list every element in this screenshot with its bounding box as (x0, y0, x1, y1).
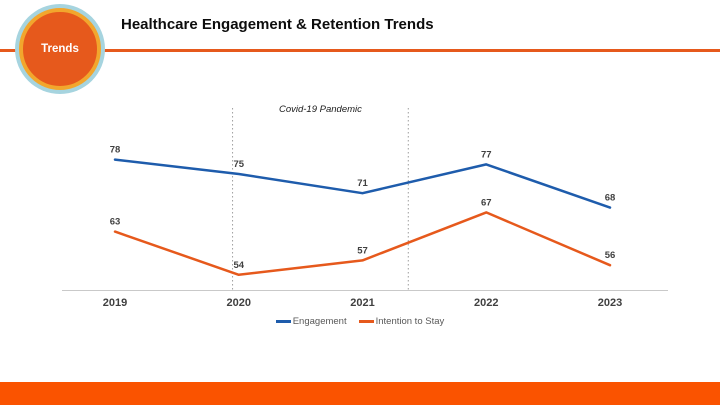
page-title: Healthcare Engagement & Retention Trends (121, 16, 434, 33)
chart-legend: Engagement Intention to Stay (0, 316, 720, 327)
annotation-label: Covid-19 Pandemic (279, 104, 362, 115)
x-axis-label-2019: 2019 (103, 297, 127, 309)
engagement-line (113, 158, 612, 209)
intention-to-stay-value-label-2019: 63 (110, 217, 121, 228)
footer-accent-bar (0, 382, 720, 405)
legend-item-engagement: Engagement (275, 316, 347, 327)
engagement-value-label-2022: 77 (481, 149, 492, 160)
title-divider-rule (0, 49, 720, 52)
trends-badge: Trends (19, 8, 101, 90)
legend-label-intention-to-stay: Intention to Stay (375, 316, 445, 327)
engagement-line-swatch-icon (275, 320, 291, 323)
intention-to-stay-line-swatch-icon (358, 320, 374, 323)
intention-to-stay-value-label-2020: 54 (233, 260, 244, 271)
x-axis-label-2021: 2021 (350, 297, 374, 309)
legend-item-intention-to-stay: Intention to Stay (358, 316, 445, 327)
engagement-value-label-2019: 78 (110, 145, 121, 156)
x-axis-label-2023: 2023 (598, 297, 622, 309)
x-axis-label-2020: 2020 (227, 297, 251, 309)
legend-label-engagement: Engagement (292, 316, 347, 327)
intention-to-stay-value-label-2023: 56 (605, 250, 616, 261)
intention-to-stay-value-label-2022: 67 (481, 197, 492, 208)
engagement-value-label-2020: 75 (233, 159, 244, 170)
trends-badge-label: Trends (41, 43, 79, 55)
engagement-value-label-2023: 68 (605, 193, 616, 204)
intention-to-stay-value-label-2021: 57 (357, 245, 368, 256)
engagement-value-label-2021: 71 (357, 178, 368, 189)
intention-to-stay-line (113, 211, 612, 277)
x-axis-label-2022: 2022 (474, 297, 498, 309)
